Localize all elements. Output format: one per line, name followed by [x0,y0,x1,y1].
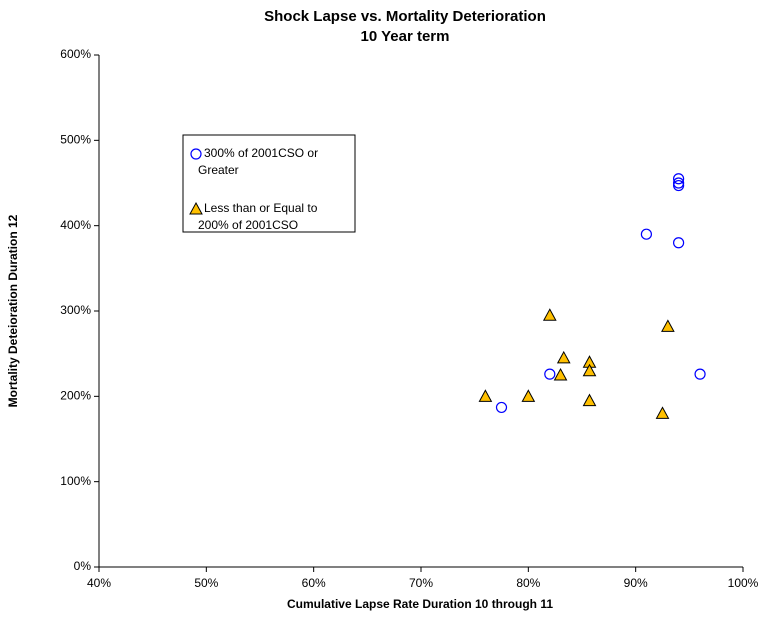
y-tick-label: 200% [60,389,91,403]
y-tick-label: 400% [60,218,91,232]
x-tick-label: 90% [624,576,648,590]
y-tick-label: 300% [60,303,91,317]
point [478,389,493,402]
point [640,228,653,240]
y-tick-label: 0% [74,559,92,573]
point [495,401,508,414]
legend-marker [189,201,203,215]
chart-title: Shock Lapse vs. Mortality Deterioration [264,8,546,25]
legend-marker [190,148,202,160]
point [672,173,685,185]
point [556,350,571,364]
y-tick-label: 100% [60,474,91,488]
x-tick-label: 40% [87,576,111,590]
chart-subtitle: 10 Year term [361,28,450,45]
point [553,367,568,381]
x-axis-label: Cumulative Lapse Rate Duration 10 throug… [287,597,553,611]
point [655,406,670,419]
legend-label: Less than or Equal to 200% of 2001CSO [198,201,318,232]
point [672,179,685,192]
point [672,177,685,189]
point [542,308,557,321]
legend-box [182,134,356,233]
x-tick-label: 50% [194,576,218,590]
point [582,363,597,377]
x-tick-label: 80% [516,576,540,590]
point [544,368,556,380]
x-tick-label: 60% [302,576,326,590]
point [672,237,685,249]
y-tick-label: 600% [60,47,91,61]
point [582,393,597,407]
point [521,389,536,402]
y-axis-label: Mortality Deteioration Duration 12 [6,214,20,407]
x-tick-label: 70% [409,576,433,590]
y-tick-label: 500% [60,133,91,147]
point [661,319,675,332]
legend-label: 300% of 2001CSO or Greater [198,146,318,177]
point [694,368,706,380]
x-tick-label: 100% [728,576,759,590]
